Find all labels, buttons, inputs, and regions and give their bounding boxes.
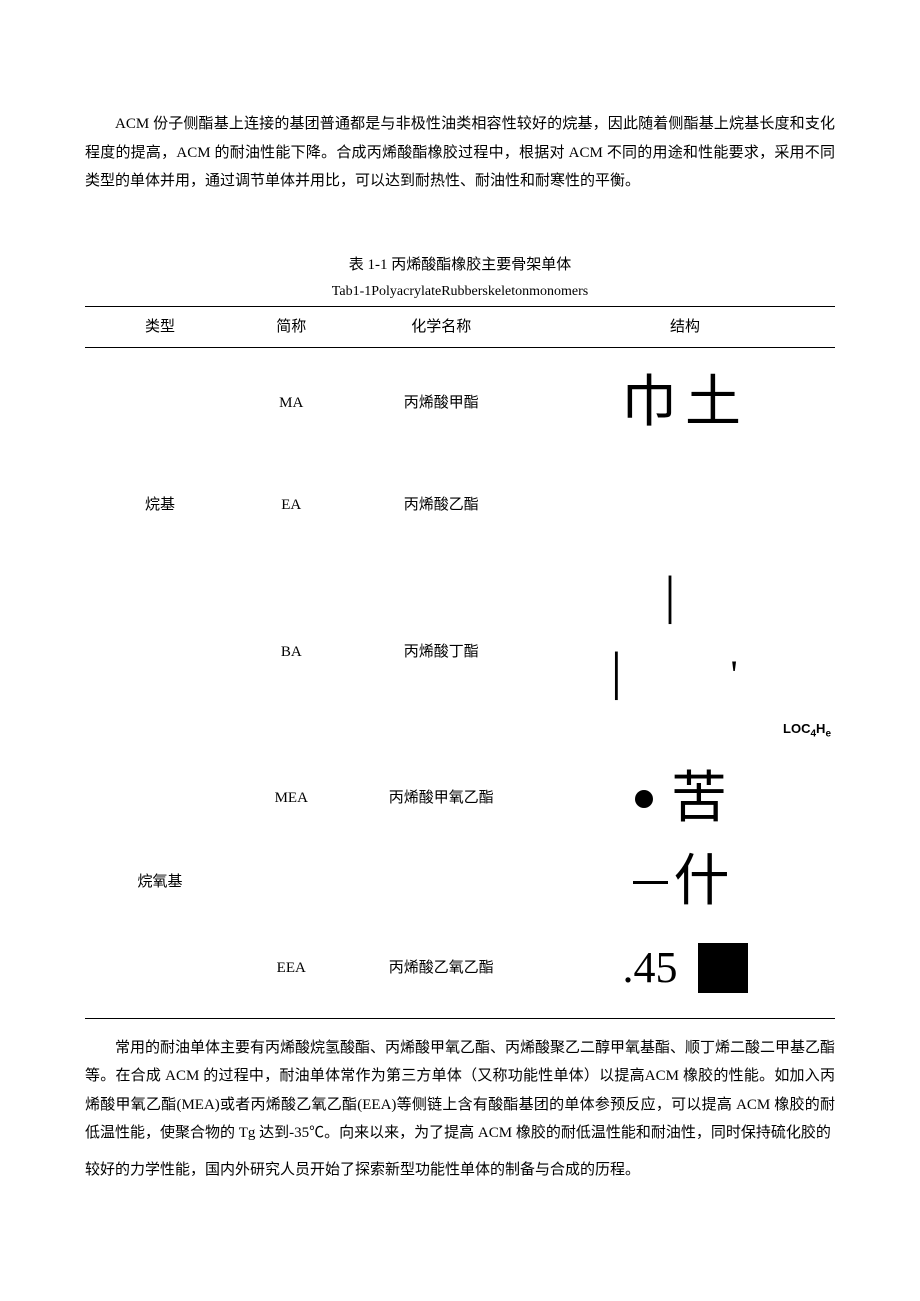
cell-name — [348, 846, 536, 918]
struct-formula: LOC4He — [783, 717, 831, 744]
cell-name: 丙烯酸乙酯 — [348, 458, 536, 553]
cell-name: 丙烯酸乙氧乙酯 — [348, 918, 536, 1018]
cell-name: 丙烯酸丁酯 — [348, 553, 536, 752]
monomer-table: 类型 简称 化学名称 结构 MA 丙烯酸甲酯 巾土 烷基 EA 丙烯酸乙酯 BA… — [85, 306, 835, 1019]
struct-glyph: 什 — [674, 854, 738, 910]
cell-name: 丙烯酸甲酯 — [348, 348, 536, 458]
cell-type — [85, 751, 235, 846]
dash-icon — [633, 881, 668, 884]
cell-abbr: MA — [235, 348, 348, 458]
table-subtitle: Tab1-1PolyacrylateRubberskeletonmonomers — [85, 279, 835, 306]
table-row: 烷基 EA 丙烯酸乙酯 — [85, 458, 835, 553]
cell-type — [85, 918, 235, 1018]
header-name: 化学名称 — [348, 306, 536, 348]
table-title: 表 1-1 丙烯酸酯橡胶主要骨架单体 — [85, 251, 835, 280]
table-row: EEA 丙烯酸乙氧乙酯 .45 — [85, 918, 835, 1018]
cell-abbr: MEA — [235, 751, 348, 846]
cell-struct: 巾土 — [535, 348, 835, 458]
cell-struct: 苦 — [535, 751, 835, 846]
cell-abbr: BA — [235, 553, 348, 752]
cell-abbr: EA — [235, 458, 348, 553]
cell-abbr: EEA — [235, 918, 348, 1018]
table-row: MEA 丙烯酸甲氧乙酯 苦 — [85, 751, 835, 846]
square-icon — [698, 943, 748, 993]
cell-struct: 什 — [535, 846, 835, 918]
table-row: MA 丙烯酸甲酯 巾土 — [85, 348, 835, 458]
cell-type — [85, 348, 235, 458]
table-row: 烷氧基 什 — [85, 846, 835, 918]
cell-type: 烷氧基 — [85, 846, 235, 918]
struct-num: .45 — [623, 926, 678, 1010]
struct-ticks: │ │ ' — [539, 561, 831, 713]
header-type: 类型 — [85, 306, 235, 348]
cell-type — [85, 553, 235, 752]
dot-icon — [635, 790, 653, 808]
cell-struct: │ │ ' LOC4He — [535, 553, 835, 752]
cell-name: 丙烯酸甲氧乙酯 — [348, 751, 536, 846]
conclusion-paragraph-1: 常用的耐油单体主要有丙烯酸烷氢酸酯、丙烯酸甲氧乙酯、丙烯酸聚乙二醇甲氧基酯、顺丁… — [85, 1034, 835, 1148]
cell-abbr — [235, 846, 348, 918]
header-struct: 结构 — [535, 306, 835, 348]
intro-paragraph: ACM 份子侧酯基上连接的基团普通都是与非极性油类相容性较好的烷基，因此随着侧酯… — [85, 110, 835, 196]
cell-type: 烷基 — [85, 458, 235, 553]
cell-struct — [535, 458, 835, 553]
cell-struct: .45 — [535, 918, 835, 1018]
header-abbr: 简称 — [235, 306, 348, 348]
table-row: BA 丙烯酸丁酯 │ │ ' LOC4He — [85, 553, 835, 752]
struct-glyph: 巾土 — [621, 372, 749, 434]
table-header-row: 类型 简称 化学名称 结构 — [85, 306, 835, 348]
conclusion-paragraph-2: 较好的力学性能，国内外研究人员开始了探索新型功能性单体的制备与合成的历程。 — [85, 1156, 835, 1185]
struct-glyph: 苦 — [671, 771, 735, 827]
